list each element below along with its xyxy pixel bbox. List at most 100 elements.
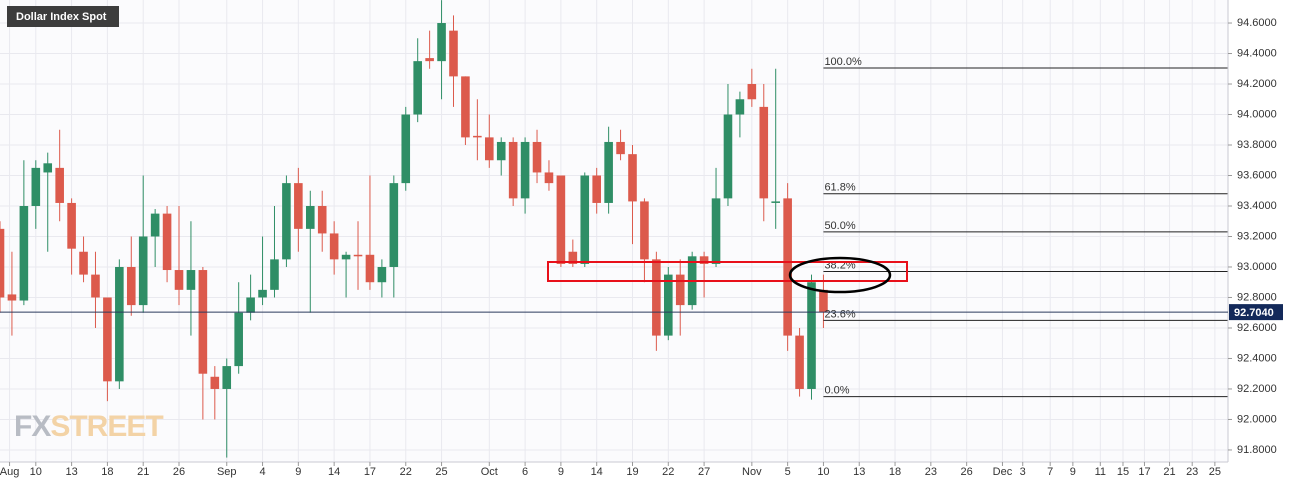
x-tick-label: 3 — [1020, 466, 1026, 478]
candle-body — [246, 297, 255, 313]
candle-body — [795, 335, 804, 389]
y-tick-label: 93.0000 — [1237, 261, 1277, 273]
fib-label: 100.0% — [824, 56, 862, 68]
candle-body — [198, 270, 208, 374]
x-tick-label: 21 — [1163, 466, 1175, 478]
candle-body — [735, 99, 745, 115]
candle-body — [150, 213, 160, 237]
y-tick-label: 94.6000 — [1237, 17, 1277, 29]
candle-body — [425, 58, 434, 62]
x-tick-label: 18 — [889, 466, 901, 478]
y-tick-label: 92.6000 — [1237, 322, 1277, 334]
x-tick-label: 18 — [101, 466, 113, 478]
candle-body — [365, 254, 375, 283]
candle-body — [783, 198, 792, 336]
watermark-fx: FX — [14, 410, 51, 443]
candle-body — [413, 61, 422, 115]
y-tick-label: 92.8000 — [1237, 291, 1277, 303]
candle-body — [496, 141, 506, 161]
candle-body — [31, 167, 41, 206]
x-tick-label: Dec — [993, 466, 1013, 478]
x-tick-label: 21 — [137, 466, 149, 478]
candle-body — [79, 251, 88, 275]
plot-background — [0, 0, 1228, 462]
candle-body — [258, 289, 267, 298]
x-tick-label: 5 — [785, 466, 791, 478]
y-tick-label: 93.8000 — [1237, 139, 1277, 151]
x-tick-label: 4 — [259, 466, 265, 478]
candle-body — [282, 183, 291, 260]
candle-body — [115, 266, 124, 382]
candle-body — [294, 183, 303, 229]
candle-body — [210, 376, 220, 389]
candle-body — [723, 114, 733, 199]
x-tick-label: 7 — [1047, 466, 1053, 478]
candle-body — [270, 259, 279, 290]
candle-body — [532, 141, 542, 173]
y-tick-label: 92.0000 — [1237, 413, 1277, 425]
highlight-zone — [547, 261, 908, 282]
x-tick-label: 9 — [558, 466, 564, 478]
candles — [0, 0, 828, 458]
candle-body — [556, 175, 566, 264]
x-tick-label: 25 — [435, 466, 447, 478]
candle-body — [0, 228, 5, 298]
x-tick-label: 23 — [1186, 466, 1198, 478]
fib-label: 50.0% — [824, 220, 855, 232]
candle-body — [580, 175, 590, 264]
candle-body — [401, 114, 411, 184]
y-tick-label: 92.2000 — [1237, 383, 1277, 395]
candle-body — [819, 289, 828, 313]
candle-body — [628, 154, 637, 202]
fib-label: 61.8% — [824, 182, 855, 194]
candle-body — [771, 201, 781, 203]
x-tick-label: 19 — [626, 466, 638, 478]
chart-title: Dollar Index Spot — [16, 11, 107, 23]
y-tick-label: 94.4000 — [1237, 47, 1277, 59]
x-tick-label: Oct — [481, 466, 498, 478]
candle-body — [222, 366, 232, 389]
candle-body — [664, 274, 673, 336]
fib-label: 0.0% — [824, 384, 849, 396]
x-tick-label: 6 — [522, 466, 528, 478]
candle-body — [616, 141, 625, 155]
x-tick-label: 11 — [1095, 466, 1106, 478]
x-tick-label: Sep — [217, 466, 237, 478]
candle-body — [103, 297, 112, 382]
x-tick-label: 13 — [853, 466, 865, 478]
x-tick-label: 25 — [1209, 466, 1221, 478]
candle-body — [377, 266, 387, 283]
fib-label: 23.6% — [824, 308, 855, 320]
y-tick-label: 93.6000 — [1237, 169, 1277, 181]
x-tick-label: 14 — [591, 466, 603, 478]
x-tick-label: 22 — [400, 466, 412, 478]
candle-body — [711, 198, 721, 264]
candle-body — [484, 137, 494, 161]
x-tick-label: 13 — [65, 466, 77, 478]
y-tick-label: 93.4000 — [1237, 200, 1277, 212]
current-price-label: 92.7040 — [1234, 307, 1274, 319]
fibonacci: 100.0%61.8%50.0%38.2%23.6%0.0% — [823, 56, 1228, 398]
candle-body — [473, 135, 482, 138]
x-tick-label: 10 — [30, 466, 42, 478]
x-tick-label: Nov — [742, 466, 762, 478]
y-tick-label: 94.2000 — [1237, 78, 1277, 90]
candle-body — [317, 205, 327, 234]
candle-body — [341, 254, 351, 260]
candle-body — [640, 201, 649, 260]
x-tick-label: 27 — [698, 466, 710, 478]
x-tick-label: 15 — [1117, 466, 1129, 478]
candle-body — [652, 259, 661, 336]
x-tick-label: 10 — [817, 466, 829, 478]
candle-body — [138, 236, 148, 306]
candle-body — [449, 30, 458, 77]
y-tick-label: 91.8000 — [1237, 444, 1277, 456]
x-tick-label: 9 — [1070, 466, 1076, 478]
candle-body — [19, 205, 29, 301]
candle-body — [699, 256, 709, 264]
candle-body — [520, 141, 530, 199]
candle-body — [186, 270, 196, 290]
candle-body — [389, 183, 399, 267]
candle-body — [305, 205, 315, 229]
